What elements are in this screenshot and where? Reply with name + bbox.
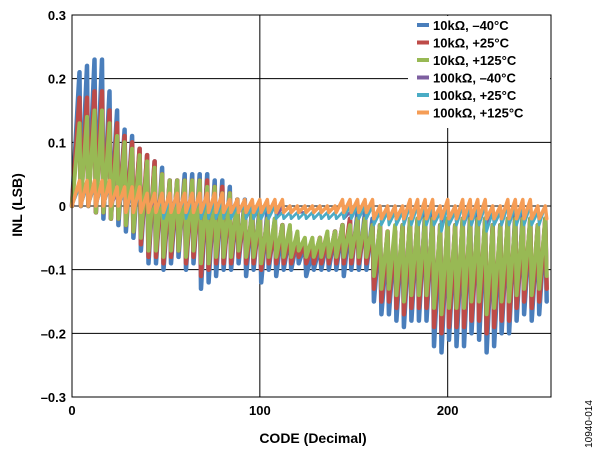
legend-label: 10kΩ, –40°C	[433, 18, 509, 33]
plot-frame	[71, 14, 552, 398]
y-tick-label: 0.3	[48, 8, 66, 23]
x-tick-label: 200	[437, 403, 459, 418]
x-tick-label: 0	[68, 403, 75, 418]
y-tick-label: 0	[59, 199, 66, 214]
legend-label: 100kΩ, +25°C	[433, 88, 517, 103]
y-tick-label: 0.1	[48, 135, 66, 150]
series-lines	[69, 57, 549, 355]
series-line	[70, 178, 549, 221]
x-tick-labels: 0 100 200	[68, 403, 458, 418]
y-tick-labels: 0.3 0.2 0.1 0 –0.1 –0.2 –0.3	[41, 8, 66, 405]
x-axis-title: CODE (Decimal)	[259, 430, 366, 446]
y-tick-label: –0.1	[41, 263, 66, 278]
legend-label: 100kΩ, –40°C	[433, 71, 516, 86]
figure-id: 10940-014	[584, 400, 595, 448]
y-tick-label: –0.3	[41, 390, 66, 405]
legend-label: 10kΩ, +125°C	[433, 53, 517, 68]
y-axis-title: INL (LSB)	[9, 173, 25, 237]
legend-label: 10kΩ, +25°C	[433, 36, 510, 51]
legend-label: 100kΩ, +125°C	[433, 106, 524, 121]
y-tick-label: –0.2	[41, 326, 66, 341]
x-tick-label: 100	[249, 403, 271, 418]
y-tick-label: 0.2	[48, 72, 66, 87]
legend: 10kΩ, –40°C 10kΩ, +25°C 10kΩ, +125°C 100kΩ,…	[408, 16, 550, 128]
legend-background	[408, 16, 550, 128]
